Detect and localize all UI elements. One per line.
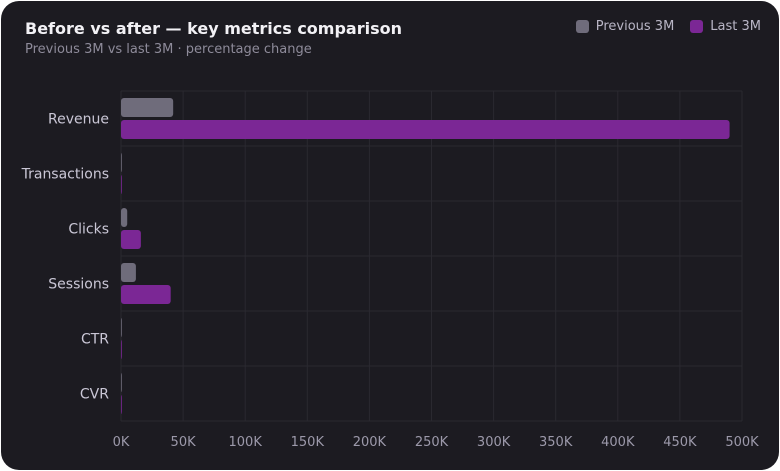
legend-item-previous[interactable]: Previous 3M <box>575 19 675 34</box>
x-tick-label-1: 50K <box>171 435 197 450</box>
category-label-revenue: Revenue <box>48 112 109 128</box>
x-tick-label-3: 150K <box>291 435 325 450</box>
chart-legend: Previous 3M Last 3M <box>575 19 761 34</box>
legend-swatch-previous <box>575 20 589 33</box>
x-tick-label-9: 450K <box>663 435 697 450</box>
category-label-cvr: CVR <box>80 387 109 403</box>
category-label-transactions: Transactions <box>21 167 109 183</box>
legend-item-last[interactable]: Last 3M <box>690 19 761 34</box>
chart-title: Before vs after — key metrics comparison <box>25 19 402 38</box>
bar-revenue-last <box>121 120 730 139</box>
x-tick-label-5: 250K <box>415 435 449 450</box>
bar-ctr-previous <box>121 318 122 337</box>
x-tick-label-8: 400K <box>601 435 635 450</box>
category-label-ctr: CTR <box>81 332 109 348</box>
bar-cvr-last <box>121 395 122 414</box>
x-tick-label-2: 100K <box>229 435 263 450</box>
legend-swatch-last <box>690 20 704 33</box>
x-tick-label-10: 500K <box>725 435 759 450</box>
bar-sessions-previous <box>121 263 136 282</box>
x-tick-label-0: 0K <box>113 435 130 450</box>
bar-clicks-previous <box>121 208 128 227</box>
bar-ctr-last <box>121 340 122 359</box>
bar-transactions-previous <box>121 153 122 172</box>
category-label-clicks: Clicks <box>68 222 109 238</box>
bar-transactions-last <box>121 175 122 194</box>
chart-subtitle: Previous 3M vs last 3M · percentage chan… <box>25 42 312 57</box>
category-label-sessions: Sessions <box>48 277 109 293</box>
x-tick-label-4: 200K <box>353 435 387 450</box>
x-tick-label-7: 350K <box>539 435 573 450</box>
bar-revenue-previous <box>121 98 174 117</box>
legend-label-last: Last 3M <box>710 19 761 34</box>
legend-label-previous: Previous 3M <box>595 19 675 34</box>
bar-cvr-previous <box>121 373 122 392</box>
x-tick-label-6: 300K <box>477 435 511 450</box>
bar-clicks-last <box>121 230 141 249</box>
bar-sessions-last <box>121 285 171 304</box>
